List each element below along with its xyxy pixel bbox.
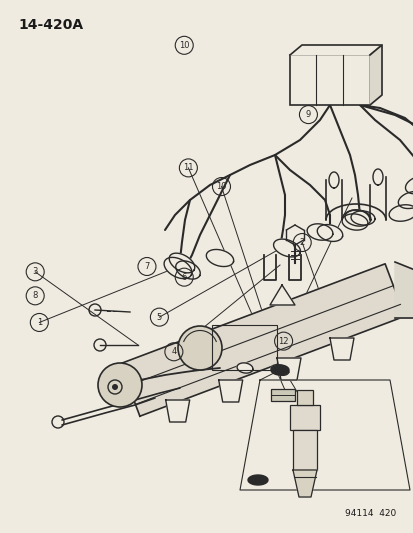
- Polygon shape: [273, 239, 300, 257]
- Polygon shape: [328, 172, 338, 188]
- Polygon shape: [289, 45, 381, 55]
- Polygon shape: [169, 253, 194, 273]
- Polygon shape: [397, 191, 413, 208]
- Text: 9: 9: [305, 110, 310, 119]
- Polygon shape: [271, 365, 288, 375]
- Polygon shape: [394, 262, 413, 318]
- Polygon shape: [165, 400, 189, 422]
- Polygon shape: [369, 45, 381, 105]
- Polygon shape: [316, 224, 342, 241]
- Polygon shape: [176, 261, 200, 279]
- Polygon shape: [344, 210, 370, 226]
- Polygon shape: [292, 470, 316, 497]
- Polygon shape: [237, 363, 252, 373]
- Text: 7: 7: [144, 262, 149, 271]
- Polygon shape: [206, 249, 233, 266]
- Bar: [289, 55, 369, 105]
- Polygon shape: [341, 214, 367, 230]
- Polygon shape: [372, 169, 382, 185]
- Text: 10: 10: [216, 182, 226, 191]
- Text: 5: 5: [157, 313, 161, 321]
- Polygon shape: [276, 358, 300, 380]
- Circle shape: [112, 384, 118, 390]
- Text: 94114  420: 94114 420: [344, 509, 395, 518]
- Bar: [289, 405, 319, 430]
- Bar: [211, 325, 276, 370]
- Circle shape: [178, 326, 221, 370]
- Polygon shape: [269, 285, 294, 305]
- Bar: [271, 389, 294, 401]
- Text: 10: 10: [178, 41, 189, 50]
- Polygon shape: [388, 205, 413, 221]
- Bar: [292, 430, 316, 470]
- Polygon shape: [350, 211, 374, 225]
- Bar: [296, 390, 312, 405]
- Text: 8: 8: [33, 292, 38, 300]
- Text: 4: 4: [171, 348, 176, 356]
- Polygon shape: [164, 257, 192, 279]
- Text: 12: 12: [278, 337, 288, 345]
- Polygon shape: [247, 475, 267, 485]
- Polygon shape: [120, 264, 404, 416]
- Polygon shape: [271, 365, 288, 375]
- Text: 14-420A: 14-420A: [18, 18, 83, 32]
- Polygon shape: [306, 224, 332, 240]
- Polygon shape: [404, 176, 413, 193]
- Text: 11: 11: [183, 164, 193, 172]
- Text: 1: 1: [37, 318, 42, 327]
- Text: 3: 3: [33, 268, 38, 276]
- Text: 2: 2: [299, 238, 304, 247]
- Polygon shape: [218, 380, 242, 402]
- Circle shape: [98, 363, 142, 407]
- Polygon shape: [329, 338, 353, 360]
- Text: 6: 6: [181, 273, 186, 281]
